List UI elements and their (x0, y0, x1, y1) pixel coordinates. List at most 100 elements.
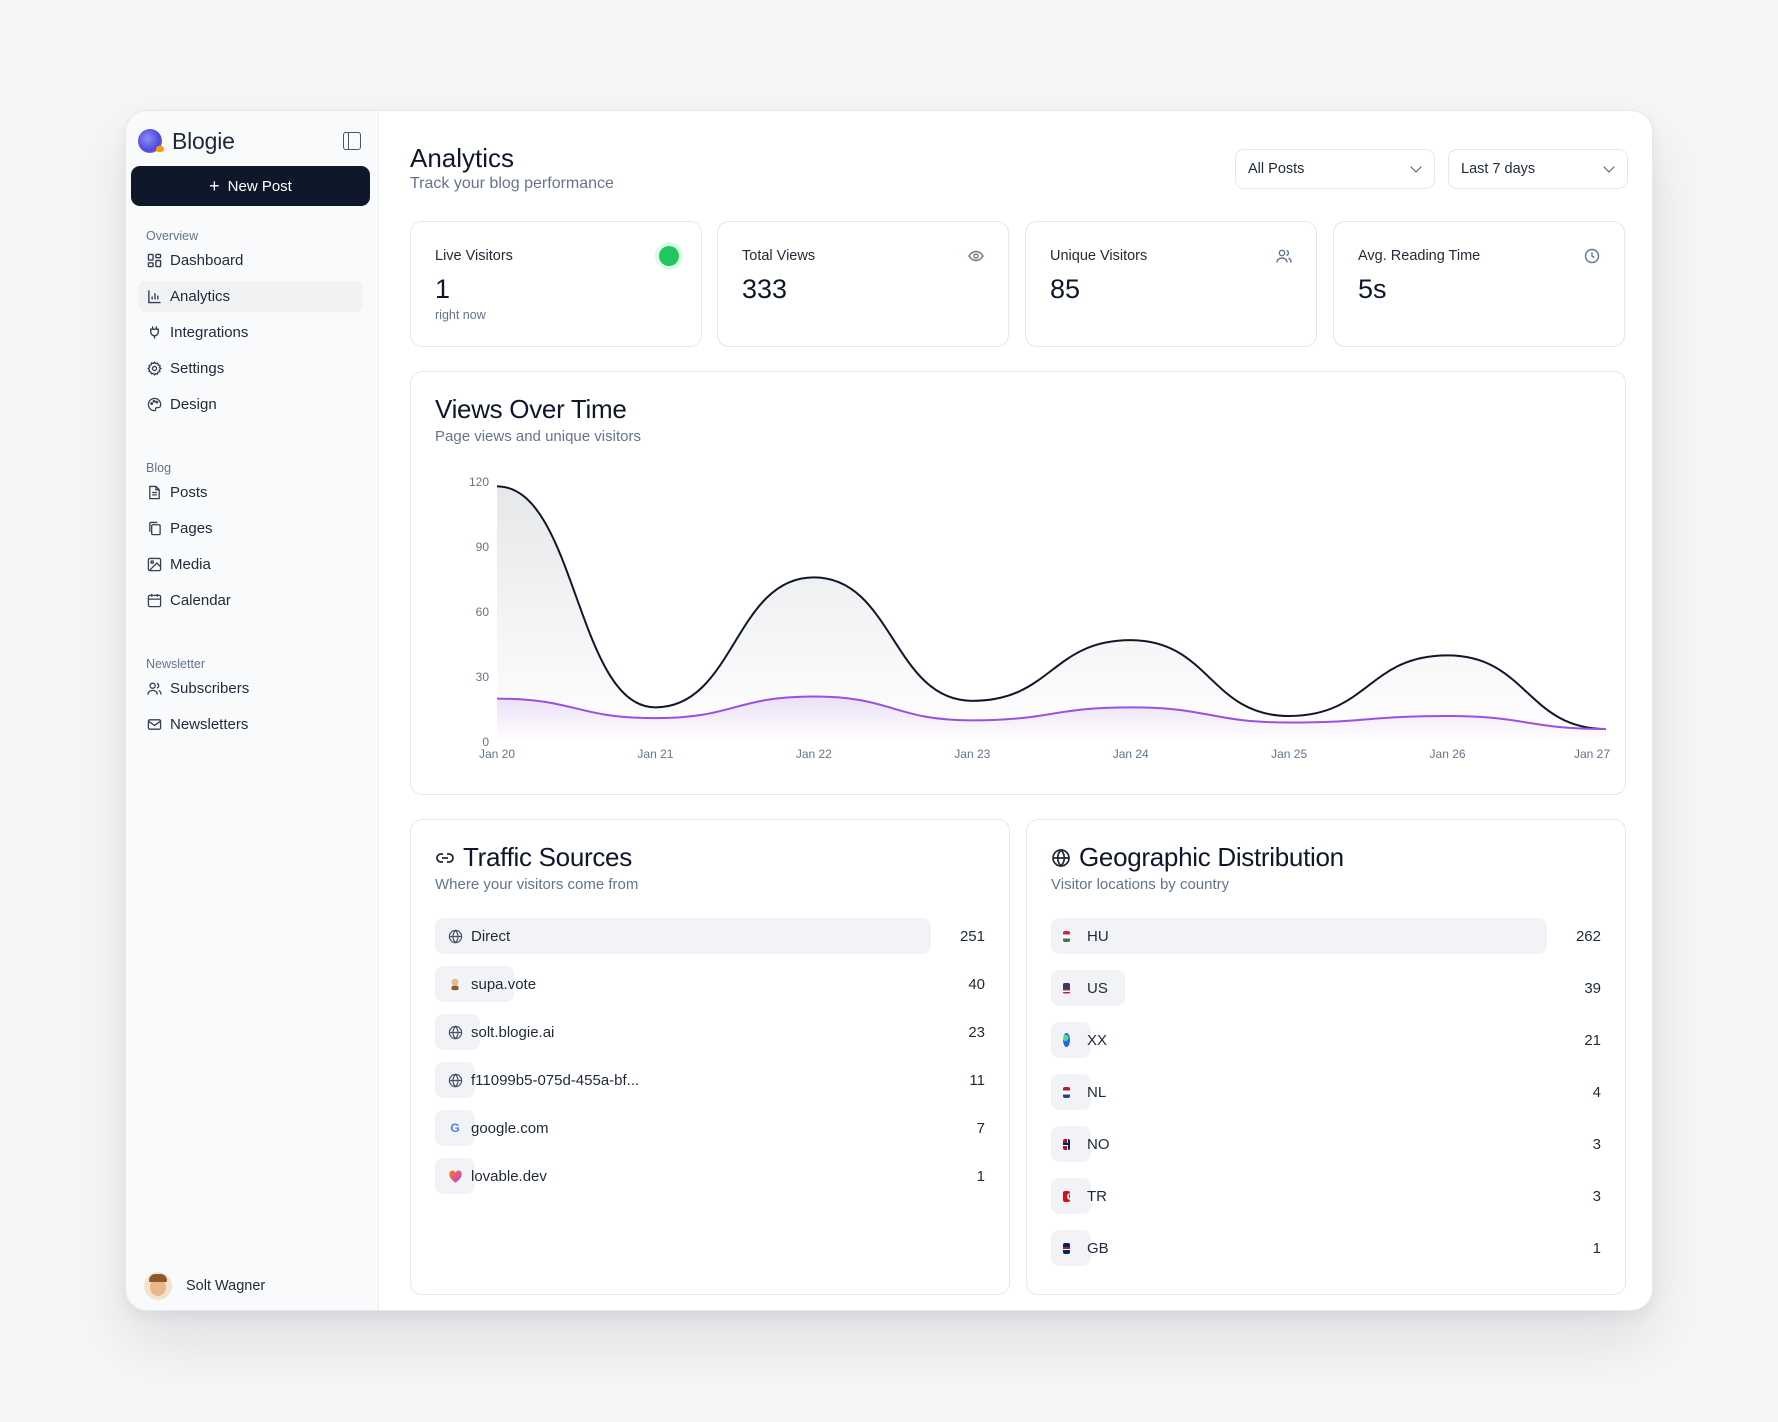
sidebar-item-label: Pages (170, 520, 213, 537)
country-count: 3 (1592, 1135, 1601, 1153)
country-row[interactable]: HU 262 (1051, 918, 1601, 954)
country-name: HU (1087, 927, 1109, 945)
sidebar-item-newsletters[interactable]: Newsletters (138, 709, 363, 740)
traffic-source-label: solt.blogie.ai (435, 1024, 554, 1041)
country-bar (1051, 1126, 1091, 1162)
country-name: XX (1087, 1031, 1108, 1049)
palette-icon (146, 397, 162, 413)
country-label: XX (1051, 1032, 1107, 1049)
image-icon (146, 557, 162, 573)
users-icon (146, 681, 162, 697)
brand[interactable]: Blogie (138, 125, 366, 157)
traffic-source-label: supa.vote (435, 976, 536, 993)
sidebar-item-label: Media (170, 556, 211, 573)
traffic-source-name: google.com (471, 1119, 549, 1137)
x-tick-label: Jan 27 (1574, 747, 1610, 761)
sidebar-item-label: Integrations (170, 324, 249, 341)
country-bar (1051, 918, 1547, 954)
traffic-source-count: 23 (968, 1023, 985, 1041)
sidebar-item-dashboard[interactable]: Dashboard (138, 245, 363, 276)
bar-chart-icon (146, 289, 162, 305)
date-range-select[interactable]: Last 7 days (1448, 149, 1628, 189)
traffic-source-label: lovable.dev (435, 1168, 547, 1185)
chevron-down-icon (1410, 161, 1422, 173)
posts-filter-select[interactable]: All Posts (1235, 149, 1435, 189)
country-label: NO (1051, 1136, 1110, 1153)
sidebar: Blogie + New Post Overview Dashboard Ana… (126, 111, 379, 1310)
posts-filter-value: All Posts (1248, 161, 1305, 177)
country-row[interactable]: NO 3 (1051, 1126, 1601, 1162)
country-row[interactable]: NL 4 (1051, 1074, 1601, 1110)
calendar-icon (146, 593, 162, 609)
country-name: NL (1087, 1083, 1107, 1101)
sidebar-item-design[interactable]: Design (138, 389, 363, 420)
sidebar-item-settings[interactable]: Settings (138, 353, 363, 384)
y-tick-label: 30 (476, 670, 490, 684)
geo-title: Geographic Distribution (1079, 842, 1344, 872)
sidebar-item-integrations[interactable]: Integrations (138, 317, 363, 348)
avatar (144, 1272, 172, 1300)
traffic-source-row[interactable]: supa.vote 40 (435, 966, 985, 1002)
sidebar-toggle-icon[interactable] (343, 132, 361, 150)
traffic-source-row[interactable]: f11099b5-075d-455a-bf... 11 (435, 1062, 985, 1098)
country-name: GB (1087, 1239, 1109, 1257)
sidebar-item-label: Calendar (170, 592, 231, 609)
file-icon (146, 485, 162, 501)
live-status-dot (659, 246, 679, 266)
country-row[interactable]: XX 21 (1051, 1022, 1601, 1058)
country-count: 39 (1584, 979, 1601, 997)
country-row[interactable]: US 39 (1051, 970, 1601, 1006)
country-row[interactable]: TR 3 (1051, 1178, 1601, 1214)
series-area-0 (497, 486, 1606, 742)
series-line-1 (496, 695, 1607, 730)
sidebar-item-analytics[interactable]: Analytics (138, 281, 363, 312)
sidebar-item-posts[interactable]: Posts (138, 477, 363, 508)
traffic-source-row[interactable]: solt.blogie.ai 23 (435, 1014, 985, 1050)
country-name: TR (1087, 1187, 1107, 1205)
country-count: 4 (1592, 1083, 1601, 1101)
google-icon: G (450, 1121, 460, 1135)
card-title: Views Over Time (435, 394, 627, 424)
country-count: 21 (1584, 1031, 1601, 1049)
new-post-label: New Post (227, 177, 292, 195)
flag-nl-icon (1063, 1084, 1079, 1100)
stat-value: 5s (1358, 274, 1387, 304)
y-tick-label: 0 (482, 735, 489, 749)
chevron-down-icon (1603, 161, 1615, 173)
y-tick-label: 90 (476, 540, 490, 554)
date-range-value: Last 7 days (1461, 161, 1536, 177)
sidebar-item-subscribers[interactable]: Subscribers (138, 673, 363, 704)
card-title: Traffic Sources (435, 842, 632, 873)
lovable-icon (447, 1168, 463, 1184)
new-post-button[interactable]: + New Post (131, 166, 370, 206)
country-row[interactable]: GB 1 (1051, 1230, 1601, 1266)
country-label: US (1051, 980, 1108, 997)
user-profile[interactable]: Solt Wagner (144, 1272, 265, 1300)
traffic-source-count: 40 (968, 975, 985, 993)
sidebar-item-label: Analytics (170, 288, 231, 305)
x-tick-label: Jan 20 (479, 747, 515, 761)
traffic-source-row[interactable]: Direct 251 (435, 918, 985, 954)
stat-card-total-views: Total Views 333 (717, 221, 1009, 347)
globe-icon (447, 928, 463, 944)
traffic-source-count: 1 (976, 1167, 985, 1185)
sidebar-item-label: Posts (170, 484, 208, 501)
plus-icon: + (209, 176, 220, 196)
sidebar-item-media[interactable]: Media (138, 549, 363, 580)
sidebar-item-calendar[interactable]: Calendar (138, 585, 363, 616)
stat-value: 333 (742, 274, 788, 304)
series-area-1 (497, 696, 1606, 742)
link-icon (435, 848, 455, 868)
traffic-source-bar (435, 966, 514, 1002)
sidebar-item-pages[interactable]: Pages (138, 513, 363, 544)
stat-card-live-visitors: Live Visitors 1 right now (410, 221, 702, 347)
traffic-source-name: f11099b5-075d-455a-bf... (471, 1071, 640, 1089)
flag-hu-icon (1063, 928, 1079, 944)
sidebar-item-label: Newsletters (170, 716, 249, 733)
dashboard-icon (146, 253, 162, 269)
country-count: 262 (1575, 927, 1601, 945)
app-window: Blogie + New Post Overview Dashboard Ana… (125, 110, 1653, 1311)
traffic-source-row[interactable]: lovable.dev 1 (435, 1158, 985, 1194)
card-subtitle: Where your visitors come from (435, 876, 639, 893)
